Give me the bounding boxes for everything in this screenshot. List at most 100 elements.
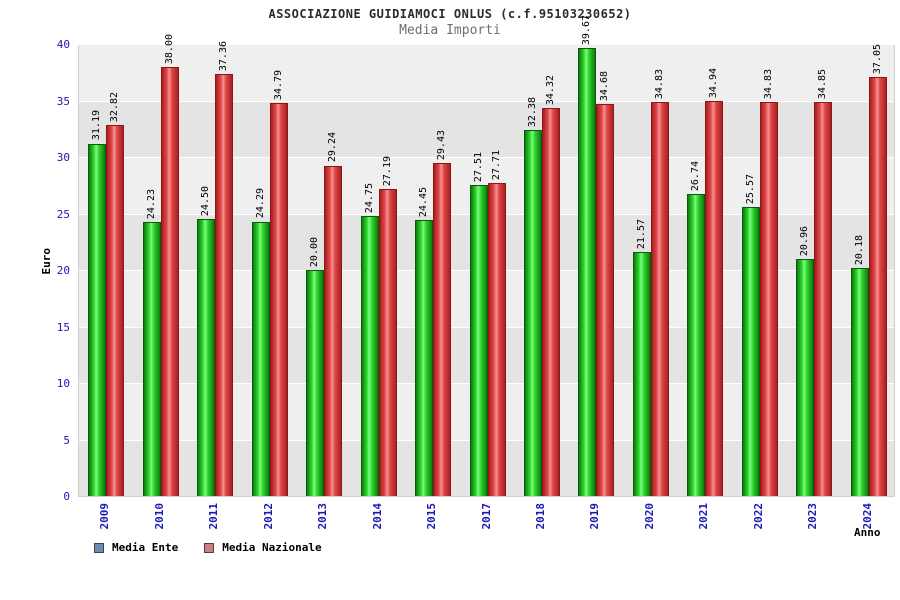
legend-swatch-media-nazionale — [204, 542, 215, 553]
gridline — [79, 100, 894, 102]
bar-media-ente-2024 — [850, 267, 869, 496]
bar-value-label-media-nazionale-2015: 29.43 — [436, 130, 448, 161]
bar-media-nazionale-2017 — [487, 182, 506, 496]
bar-value-label-media-ente-2023: 20.96 — [799, 226, 811, 257]
bar-media-nazionale-2022 — [759, 102, 778, 496]
chart-subtitle: Media Importi — [399, 23, 501, 38]
bar-value-label-media-nazionale-2021: 34.94 — [708, 68, 720, 99]
legend-label-media-ente: Media Ente — [112, 541, 179, 554]
bar-media-nazionale-2023 — [814, 102, 833, 496]
x-tick-label-2015: 2015 — [425, 503, 439, 530]
bar-value-label-media-nazionale-2010: 38.00 — [163, 33, 175, 64]
bar-media-nazionale-2012 — [269, 102, 288, 496]
chart-title: ASSOCIAZIONE GUIDIAMOCI ONLUS (c.f.95103… — [268, 7, 632, 21]
x-tick-label-2018: 2018 — [533, 503, 547, 530]
bar-value-label-media-nazionale-2011: 37.36 — [218, 40, 230, 71]
bar-media-nazionale-2015 — [433, 163, 452, 496]
plot-band — [79, 100, 894, 157]
x-tick-label-2012: 2012 — [261, 503, 275, 530]
y-tick-label: 5 — [63, 433, 70, 447]
bar-value-label-media-nazionale-2013: 29.24 — [327, 132, 339, 163]
bar-value-label-media-ente-2018: 32.38 — [526, 97, 538, 128]
bar-media-ente-2012 — [251, 221, 270, 496]
bar-media-nazionale-2021 — [705, 101, 724, 496]
bar-value-label-media-ente-2017: 27.51 — [472, 152, 484, 183]
bar-value-label-media-nazionale-2017: 27.71 — [490, 149, 502, 180]
bar-media-ente-2021 — [687, 193, 706, 496]
bar-media-ente-2022 — [741, 207, 760, 496]
x-axis-title: Anno — [854, 526, 881, 539]
bar-value-label-media-ente-2014: 24.75 — [363, 183, 375, 214]
bar-media-ente-2020 — [632, 252, 651, 496]
x-tick-label-2011: 2011 — [207, 503, 221, 530]
bar-value-label-media-ente-2022: 25.57 — [744, 173, 756, 205]
bar-media-nazionale-2009 — [106, 125, 125, 496]
bar-media-ente-2010 — [142, 222, 161, 496]
bar-value-label-media-ente-2011: 24.50 — [200, 186, 212, 217]
bar-media-nazionale-2024 — [868, 77, 887, 496]
x-tick-label-2013: 2013 — [316, 503, 330, 530]
y-tick-label: 25 — [56, 207, 70, 221]
bar-media-nazionale-2020 — [650, 102, 669, 496]
bar-media-ente-2018 — [523, 130, 542, 496]
bar-value-label-media-nazionale-2014: 27.19 — [381, 155, 393, 186]
bar-media-ente-2014 — [360, 216, 379, 496]
legend-swatch-media-ente — [94, 542, 104, 553]
bar-value-label-media-ente-2020: 21.57 — [635, 219, 647, 250]
bar-media-nazionale-2010 — [160, 66, 179, 496]
legend-item-media-nazionale: Media Nazionale — [204, 541, 322, 554]
x-tick-label-2020: 2020 — [642, 503, 656, 530]
y-tick-label: 40 — [56, 38, 70, 51]
gridline — [79, 157, 894, 158]
bar-media-nazionale-2019 — [596, 104, 615, 496]
bar-value-label-media-nazionale-2018: 34.32 — [544, 75, 556, 106]
bar-media-nazionale-2014 — [378, 188, 397, 496]
bar-value-label-media-ente-2021: 26.74 — [690, 160, 702, 191]
y-tick-label: 15 — [56, 320, 70, 334]
bar-value-label-media-ente-2010: 24.23 — [145, 189, 157, 220]
bar-value-label-media-ente-2012: 24.29 — [254, 188, 266, 219]
bar-value-label-media-ente-2009: 31.19 — [91, 110, 103, 141]
bar-media-ente-2023 — [796, 259, 815, 496]
gridline — [79, 44, 894, 45]
x-tick-label-2010: 2010 — [152, 503, 166, 530]
bar-value-label-media-ente-2024: 20.18 — [853, 234, 865, 265]
plot-band — [79, 44, 894, 101]
bar-value-label-media-nazionale-2024: 37.05 — [871, 44, 883, 75]
y-tick-label: 10 — [56, 377, 70, 390]
y-tick-label: 30 — [56, 151, 70, 164]
x-tick-label-2014: 2014 — [370, 503, 384, 530]
x-tick-label-2023: 2023 — [806, 503, 820, 530]
bar-value-label-media-nazionale-2019: 34.68 — [599, 71, 611, 102]
bar-media-ente-2015 — [415, 219, 434, 496]
bar-media-nazionale-2011 — [215, 73, 234, 496]
x-tick-label-2021: 2021 — [697, 503, 711, 530]
x-tick-label-2024: 2024 — [860, 503, 874, 530]
bar-media-ente-2013 — [306, 270, 325, 496]
bar-value-label-media-nazionale-2009: 32.82 — [109, 92, 121, 123]
bar-value-label-media-ente-2019: 39.67 — [581, 14, 593, 45]
y-tick-label: 0 — [63, 490, 70, 503]
bar-value-label-media-nazionale-2022: 34.83 — [762, 69, 774, 100]
plot-area: 31.19 32.82 24.23 38.00 24.50 37.36 24.29 34.79… — [78, 15, 895, 497]
bar-media-ente-2009 — [88, 143, 107, 496]
bar-media-ente-2017 — [469, 185, 488, 496]
bar-media-nazionale-2013 — [324, 165, 343, 496]
bar-media-ente-2019 — [578, 47, 597, 496]
legend: Media Ente Media Nazionale — [94, 541, 322, 554]
x-tick-label-2022: 2022 — [751, 503, 765, 530]
y-tick-label: 35 — [56, 94, 70, 108]
bar-media-ente-2011 — [197, 219, 216, 496]
x-tick-label-2017: 2017 — [479, 503, 493, 530]
x-tick-label-2019: 2019 — [588, 503, 602, 530]
y-tick-label: 20 — [56, 264, 70, 277]
bar-media-nazionale-2018 — [541, 108, 560, 496]
x-tick-label-2009: 2009 — [98, 503, 112, 530]
bar-value-label-media-nazionale-2012: 34.79 — [272, 69, 284, 100]
bar-value-label-media-nazionale-2023: 34.85 — [817, 69, 829, 100]
bar-value-label-media-nazionale-2020: 34.83 — [653, 69, 665, 100]
bar-value-label-media-ente-2015: 24.45 — [418, 186, 430, 217]
bar-value-label-media-ente-2013: 20.00 — [309, 236, 321, 267]
legend-item-media-ente: Media Ente — [94, 541, 178, 554]
